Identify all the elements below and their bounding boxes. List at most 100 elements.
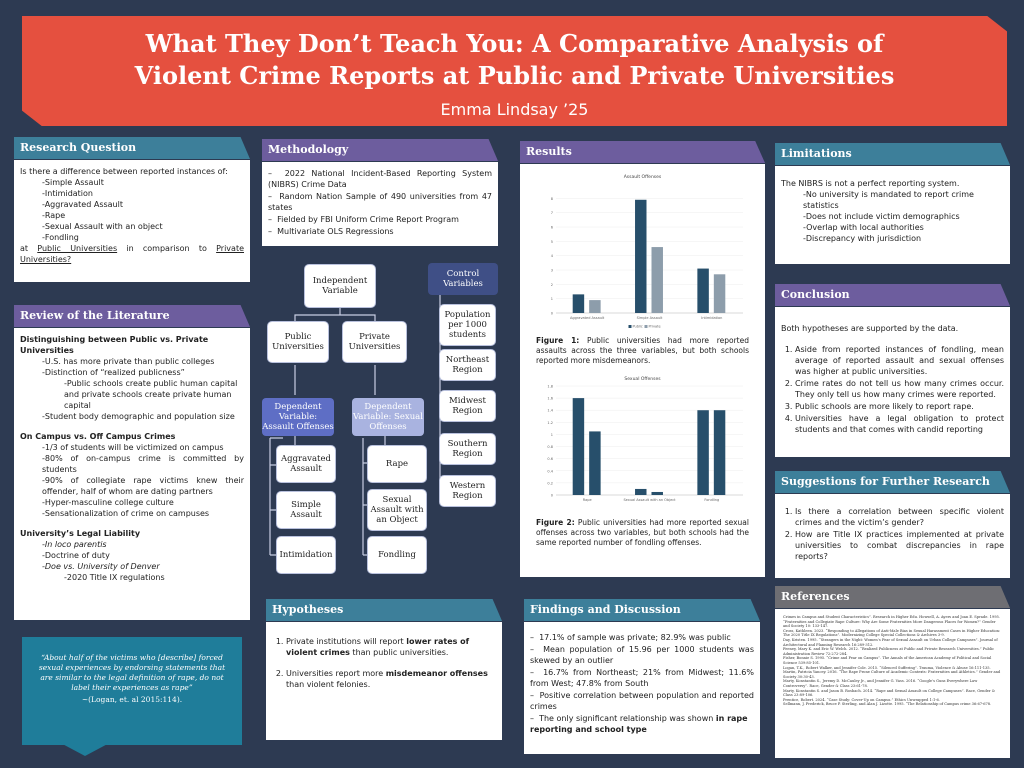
suggestions-list: Is there a correlation between specific … (781, 506, 1004, 562)
public-universities-node: Public Universities (268, 322, 328, 362)
conclusion-item: Public schools are more likely to report… (795, 401, 1004, 412)
literature-header: Review of the Literature (14, 305, 250, 327)
conclusion-item: Aside from reported instances of fondlin… (795, 344, 1004, 377)
bar-private (589, 300, 601, 313)
methodology-item: – Fielded by FBI Uniform Crime Report Pr… (268, 215, 459, 224)
y-tick-label: 5 (551, 240, 553, 244)
quote-text: “About half of the victims who [describe… (38, 653, 226, 692)
dependent-sexual-node: Dependent Variable: Sexual Offenses (352, 398, 424, 436)
sexual-offenses-chart: Sexual Offenses 0 0.2 0.4 0.6 0.8 1 1.2 1.4 1.6 1.… (547, 376, 743, 502)
rq-item: -Fondling (42, 233, 79, 242)
suggestions-box: Is there a correlation between specific … (775, 494, 1010, 578)
rq-item: -Simple Assault (42, 178, 104, 187)
legend-label: Private (649, 325, 661, 329)
lit-line: -Doctrine of duty (42, 551, 110, 560)
y-tick-label: 0.8 (547, 445, 553, 449)
hypothesis-item: Universities report more misdemeanor off… (286, 668, 496, 690)
bar-public (572, 294, 585, 313)
bar-private (713, 274, 726, 313)
reference-entry: Marty, Konstantin S. and Jason B. Rosbac… (783, 688, 995, 698)
x-tick-label: Rape (583, 498, 592, 502)
reference-entry: Sellmann, J. Frederick, Bruce P. Sterlin… (783, 702, 992, 707)
dependent-assault-node: Dependent Variable: Assault Offenses (262, 398, 334, 436)
chart-title: Assault Offenses (624, 174, 662, 180)
limitations-intro: The NIBRS is not a perfect reporting sys… (781, 179, 960, 188)
private-universities-node: Private Universities (343, 322, 406, 362)
y-tick-label: 0.6 (547, 457, 553, 461)
y-tick-label: 2 (551, 283, 553, 287)
x-tick-label: Simple Assault (637, 316, 663, 320)
reference-entry: Marty, Konstantin S., Jeremy D. McCauley… (783, 679, 978, 688)
reference-entry: Day, Kristen. 1995. “Strangers in the Ni… (783, 637, 998, 647)
finding-item: – 17.1% of sample was private; 82.9% was… (530, 633, 731, 642)
methodology-list: – 2022 National Incident-Based Reporting… (268, 168, 492, 237)
assault-offenses-chart: Assault Offenses 0 1 2 3 4 5 6 7 8 Aggravated Assa… (551, 174, 743, 329)
y-tick-label: 0 (551, 494, 553, 498)
y-tick-label: 8 (551, 197, 553, 201)
research-question-box: Is there a difference between reported i… (14, 160, 250, 282)
references-box: Crimes in Campus and Student Characteris… (775, 609, 1010, 758)
bar-public (635, 488, 647, 495)
lit-line: -In loco parentis (42, 540, 107, 549)
rq-intro: Is there a difference between reported i… (20, 167, 228, 176)
hypotheses-box: Private institutions will report lower r… (266, 622, 502, 740)
lit-line: -Doe vs. University of Denver (42, 562, 160, 571)
conclusion-box: Both hypotheses are supported by the dat… (775, 307, 1010, 457)
title-banner: What They Don’t Teach You: A Comparative… (22, 16, 1007, 126)
conclusion-header: Conclusion (775, 284, 1010, 306)
quote-citation: ~(Logan, et. al 2015:114). (81, 695, 183, 704)
legend-swatch (644, 325, 648, 328)
legend-swatch (628, 325, 632, 328)
rape-node: Rape (368, 446, 426, 482)
western-node: Western Region (440, 476, 495, 506)
finding-item: – Positive correlation between populatio… (530, 691, 754, 711)
independent-variable-node: Independent Variable (305, 265, 375, 307)
y-tick-label: 1.6 (547, 397, 553, 401)
x-tick-label: Fondling (704, 498, 719, 502)
limitation-item: -Does not include victim demographics (803, 212, 960, 221)
population-node: Population per 1000 students (440, 305, 495, 345)
bar-public (697, 268, 709, 313)
methodology-box: – 2022 National Incident-Based Reporting… (262, 162, 498, 246)
bar-private (651, 491, 663, 495)
bar-public (635, 199, 647, 313)
reference-entry: Cross, Kathleen. 2023. “Responding to Al… (783, 628, 1001, 638)
suggestions-header: Suggestions for Further Research (775, 471, 1010, 493)
hypotheses-list: Private institutions will report lower r… (272, 636, 496, 690)
legend-label: Public (633, 325, 643, 329)
findings-list: – 17.1% of sample was private; 82.9% was… (530, 632, 754, 735)
references-header: References (775, 586, 1010, 608)
conclusion-intro: Both hypotheses are supported by the dat… (781, 324, 959, 333)
lit-section-title: On Campus vs. Off Campus Crimes (20, 432, 176, 441)
reference-entry: Feeney, Mary K. and Eric W. Welch. 2012.… (783, 647, 995, 656)
rq-item: -Sexual Assault with an object (42, 222, 163, 231)
bar-private (651, 247, 663, 313)
reference-entry: Prentice, Robert. 2024. “Case Study: Cov… (783, 697, 940, 702)
rq-item: -Intimidation (42, 189, 93, 198)
lit-line: -Distinction of “realized publicness” (42, 368, 185, 377)
finding-item: – The only significant relationship was … (530, 714, 748, 734)
results-box: Assault Offenses 0 1 2 3 4 5 6 7 8 Aggravated Assa… (520, 164, 765, 577)
hypotheses-header: Hypotheses (266, 599, 502, 621)
bar-private (589, 431, 601, 495)
y-tick-label: 1.2 (547, 421, 553, 425)
rq-item: -Rape (42, 211, 66, 220)
reference-entry: Fisher, Bonnie S. 1995. “Crime and Fear … (783, 656, 992, 665)
limitation-item: -Overlap with local authorities (803, 223, 924, 232)
bar-private (713, 410, 726, 495)
sexual-assault-object-node: Sexual Assault with an Object (368, 490, 426, 530)
poster-author: Emma Lindsay ’25 (440, 100, 589, 119)
lit-line: -U.S. has more private than public colle… (42, 357, 215, 366)
figure1-caption: Figure 1: Public universities had more r… (536, 336, 749, 365)
lit-line: -Public schools create public human capi… (64, 379, 238, 410)
research-question-header: Research Question (14, 137, 250, 159)
y-tick-label: 1.8 (547, 385, 553, 389)
x-tick-label: Sexual Assault with an Object (623, 498, 676, 502)
reference-entry: Martin, Patricia Yancey. 2016. “The Rape… (783, 670, 1001, 679)
y-tick-label: 1.4 (547, 409, 553, 413)
southern-node: Southern Region (440, 434, 495, 464)
quote-tail (55, 740, 115, 756)
hypothesis-item: Private institutions will report lower r… (286, 636, 496, 658)
findings-header: Findings and Discussion (524, 599, 760, 621)
reference-entry: Crimes in Campus and Student Characteris… (783, 615, 1000, 629)
